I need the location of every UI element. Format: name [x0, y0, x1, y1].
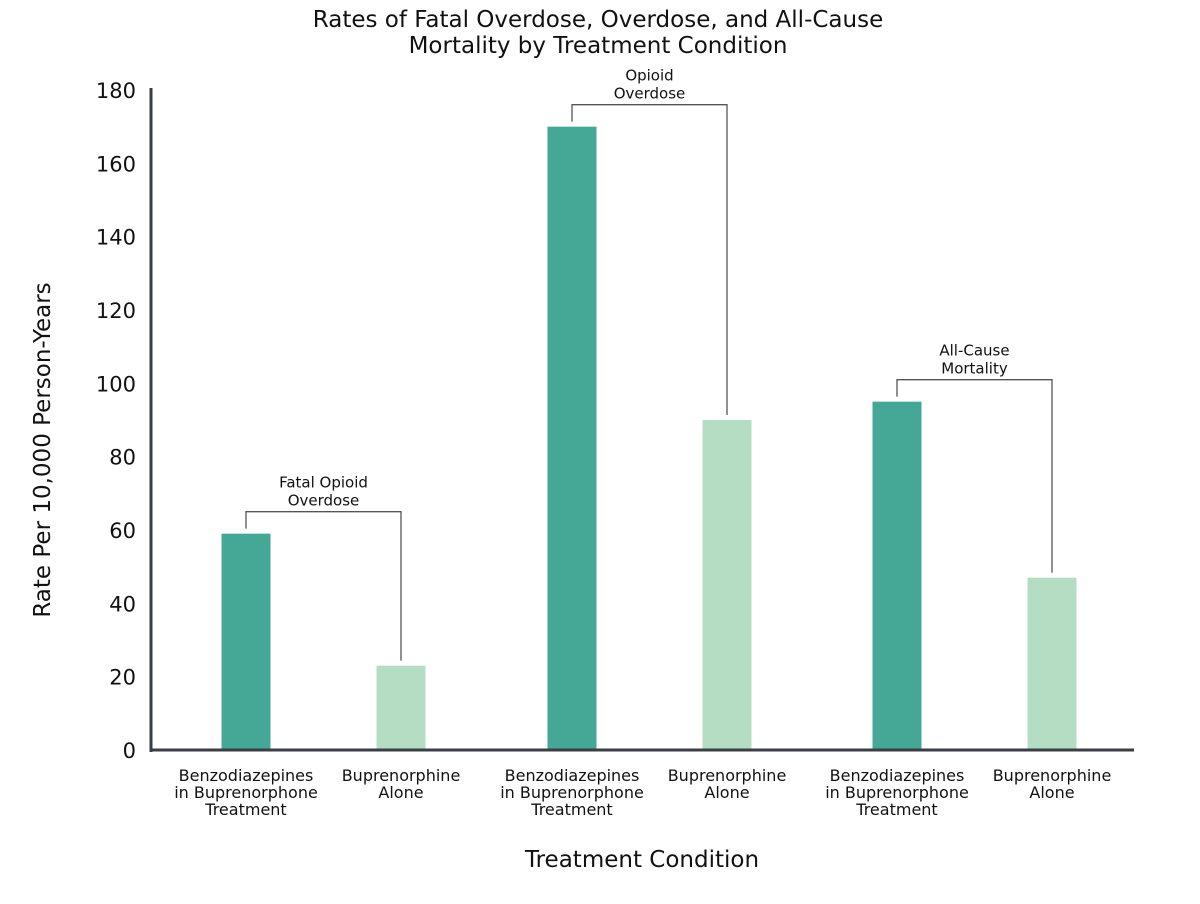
y-tick-label: 180	[96, 79, 136, 103]
group-bracket	[571, 104, 728, 415]
category-label: Treatment	[530, 800, 612, 819]
y-tick-label: 20	[109, 666, 136, 690]
x-axis-title: Treatment Condition	[524, 847, 759, 873]
group-label: All-Cause	[939, 342, 1009, 360]
category-label: Benzodiazepines	[505, 766, 640, 785]
category-label: Alone	[1029, 783, 1074, 802]
bars	[221, 126, 1077, 750]
axes	[149, 88, 1134, 752]
y-tick-label: 100	[96, 372, 136, 396]
category-label: Buprenorphine	[993, 766, 1112, 785]
y-tick-labels: 0 20 40 60 80 100 120 140 160 180	[96, 79, 136, 763]
y-tick-label: 80	[109, 446, 136, 470]
category-label: Treatment	[204, 800, 286, 819]
y-tick-label: 0	[123, 739, 136, 763]
bar-buprenorphine-alone	[376, 665, 426, 750]
group-label: Overdose	[288, 492, 360, 510]
group-label: Fatal Opioid	[279, 474, 368, 492]
category-label: in Buprenorphone	[825, 783, 969, 802]
group-bracket	[245, 511, 402, 661]
bar-buprenorphine-alone	[1027, 577, 1077, 750]
chart-title: Rates of Fatal Overdose, Overdose, and A…	[313, 7, 884, 59]
category-label: Treatment	[855, 800, 937, 819]
group-label: Mortality	[941, 360, 1008, 378]
category-label: Alone	[704, 783, 749, 802]
bar-buprenorphine-alone	[702, 420, 752, 750]
bar-benzodiazepines	[547, 126, 597, 750]
y-tick-label: 60	[109, 519, 136, 543]
y-tick-label: 160	[96, 152, 136, 176]
group-bracket	[896, 379, 1053, 573]
bar-benzodiazepines	[221, 533, 271, 750]
category-label: in Buprenorphone	[174, 783, 318, 802]
category-label: Alone	[378, 783, 423, 802]
category-label: Buprenorphine	[668, 766, 787, 785]
category-label: Benzodiazepines	[830, 766, 965, 785]
category-label: Buprenorphine	[342, 766, 461, 785]
y-axis-title: Rate Per 10,000 Person-Years	[30, 282, 56, 617]
group-brackets: Fatal OpioidOverdoseOpioidOverdoseAll-Ca…	[245, 67, 1053, 661]
category-label: in Buprenorphone	[500, 783, 644, 802]
y-tick-label: 40	[109, 592, 136, 616]
group-label: Overdose	[614, 85, 686, 103]
chart-title-line-2: Mortality by Treatment Condition	[409, 33, 788, 59]
y-tick-label: 140	[96, 226, 136, 250]
y-tick-label: 120	[96, 299, 136, 323]
chart-title-line-1: Rates of Fatal Overdose, Overdose, and A…	[313, 7, 884, 33]
group-label: Opioid	[625, 67, 673, 85]
bar-benzodiazepines	[872, 401, 922, 750]
category-label: Benzodiazepines	[179, 766, 314, 785]
